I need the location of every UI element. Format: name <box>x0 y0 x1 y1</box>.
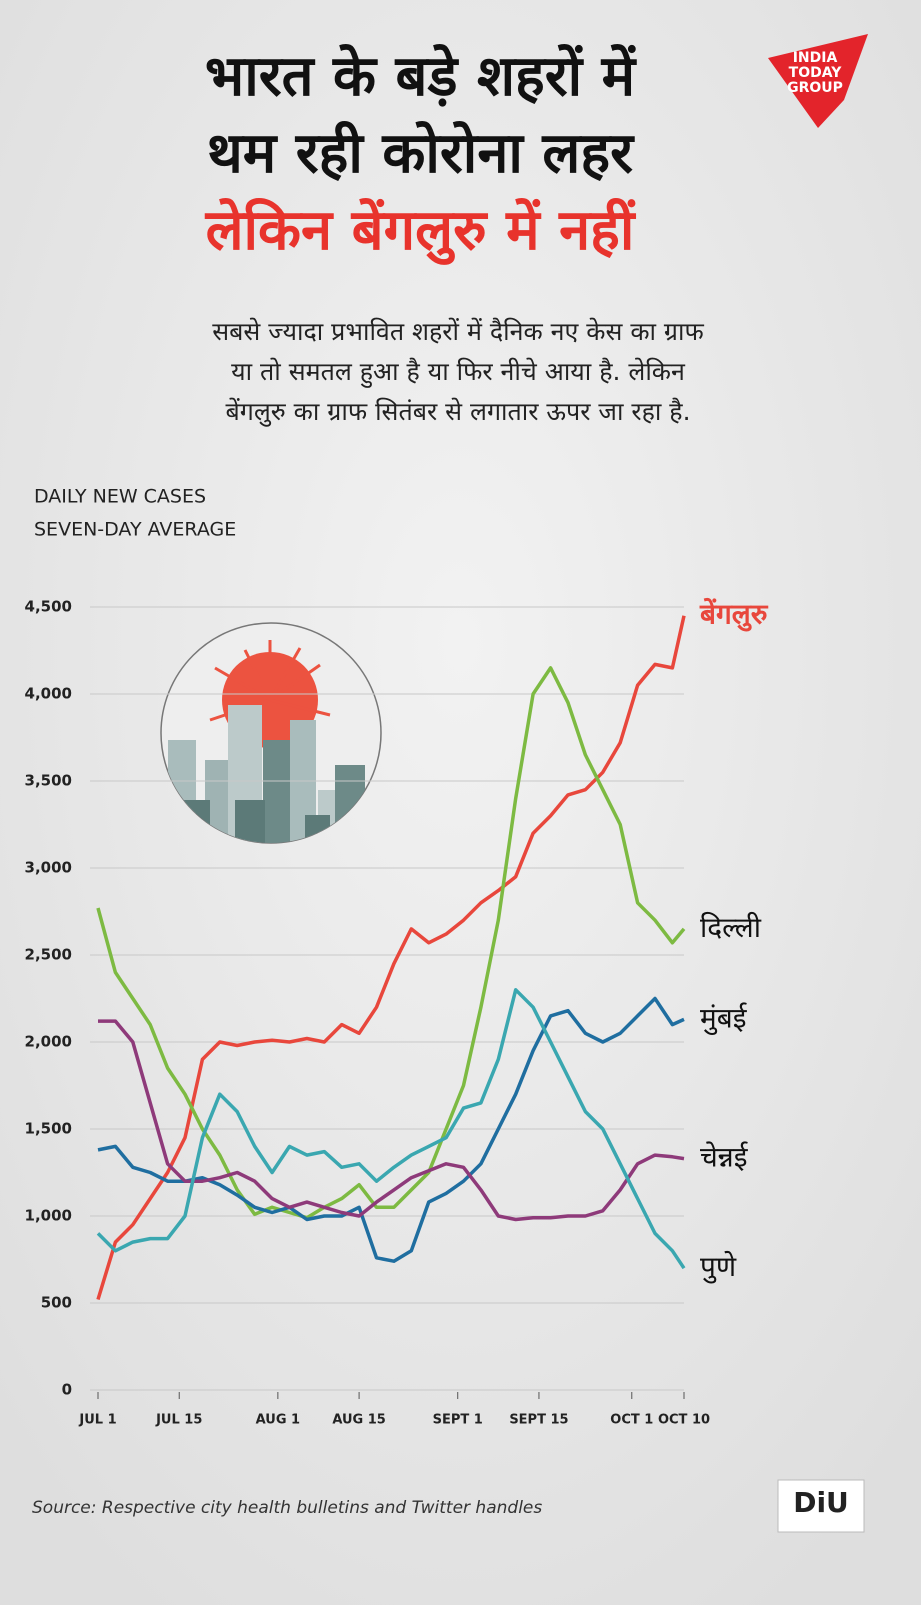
y-tick-label: 4,000 <box>25 685 72 703</box>
x-tick-label: JUL 15 <box>155 1413 202 1428</box>
subtitle-line: या तो समतल हुआ है या फिर नीचे आया है. ले… <box>231 357 686 388</box>
source: Source: Respective city health bulletins… <box>32 1498 542 1518</box>
y-axis-label: DAILY NEW CASES <box>34 486 206 508</box>
illustration <box>160 622 382 844</box>
badge: DiU <box>793 1486 849 1519</box>
series-label: मुंबई <box>700 1001 748 1035</box>
title-line: भारत के बड़े शहरों में <box>205 43 638 109</box>
subtitle-line: सबसे ज्यादा प्रभावित शहरों में दैनिक नए … <box>212 317 704 346</box>
y-tick-label: 500 <box>41 1294 72 1312</box>
y-tick-label: 2,000 <box>25 1033 72 1051</box>
x-tick-label: SEPT 1 <box>433 1413 483 1428</box>
x-tick-label: OCT 1 <box>610 1413 653 1428</box>
x-tick-label: AUG 15 <box>332 1413 386 1428</box>
series-line <box>96 988 686 1270</box>
series-label: पुणे <box>700 1250 737 1284</box>
y-tick-label: 0 <box>62 1381 72 1399</box>
logo-text: INDIA <box>793 50 838 66</box>
y-tick-label: 3,000 <box>25 859 72 877</box>
logo-text: GROUP <box>787 80 843 96</box>
subtitle-line: बेंगलुरु का ग्राफ सितंबर से लगातार ऊपर ज… <box>225 397 690 427</box>
logo-text: TODAY <box>789 65 843 81</box>
x-tick-label: SEPT 15 <box>509 1413 568 1428</box>
series-line <box>96 615 686 1301</box>
title-line: लेकिन बेंगलुरु में नहीं <box>205 197 637 265</box>
y-tick-label: 3,500 <box>25 772 72 790</box>
y-tick-label: 1,500 <box>25 1120 72 1138</box>
series-label: बेंगलुरु <box>699 598 769 632</box>
title-line: थम रही कोरोना लहर <box>207 120 635 186</box>
y-tick-label: 1,000 <box>25 1207 72 1225</box>
x-tick-label: AUG 1 <box>256 1413 300 1428</box>
series-line <box>97 996 685 1263</box>
series-label: दिल्ली <box>700 911 762 944</box>
y-tick-label: 2,500 <box>25 946 72 964</box>
series-line <box>96 666 686 1220</box>
series-line <box>98 1019 685 1222</box>
series-label: चेन्नई <box>700 1141 749 1174</box>
x-tick-label: JUL 1 <box>78 1413 116 1428</box>
logo-shape <box>768 34 868 128</box>
badge-box <box>777 1479 865 1533</box>
y-tick-label: 4,500 <box>25 598 72 616</box>
x-tick-label: OCT 10 <box>658 1413 710 1428</box>
y-axis-label: SEVEN-DAY AVERAGE <box>34 519 236 541</box>
